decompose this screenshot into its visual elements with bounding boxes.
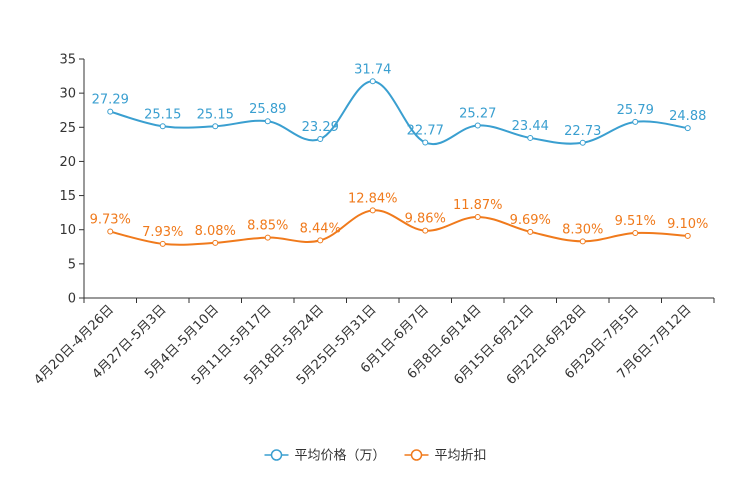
- legend[interactable]: 平均价格（万） 平均折扣: [264, 448, 487, 464]
- series-1-point[interactable]: [264, 118, 271, 125]
- y-axis-ticks: 0 5 10 15 20 25 30 35: [59, 53, 84, 307]
- series-1-data-label: 22.73: [564, 124, 601, 139]
- series-2-data-label: 8.08%: [195, 224, 236, 239]
- series-2-data-label: 12.84%: [348, 191, 398, 206]
- series-2-data-label: 7.93%: [142, 225, 183, 240]
- series-1-point[interactable]: [527, 134, 534, 141]
- y-tick-label: 15: [59, 189, 76, 204]
- series-1-data-label: 25.15: [197, 107, 234, 122]
- series-2-data-label: 9.10%: [667, 217, 708, 232]
- series-2-point[interactable]: [264, 234, 271, 241]
- series-1-data-label: 25.79: [617, 103, 654, 118]
- series-2-data-label: 8.44%: [300, 221, 341, 236]
- y-tick-label: 35: [59, 53, 76, 68]
- series-2-data-label: 8.85%: [247, 219, 288, 234]
- series-1-data-label: 24.88: [669, 109, 706, 124]
- series-1-point[interactable]: [317, 135, 324, 142]
- series-1-data-label: 31.74: [354, 62, 391, 77]
- series-2-data-label: 9.73%: [90, 213, 131, 228]
- series-2-point[interactable]: [422, 227, 429, 234]
- series-2-data-label: 8.30%: [562, 222, 603, 237]
- legend-marker-icon: [270, 449, 283, 461]
- x-axis-ticks: 4月20日-4月26日4月27日-5月3日5月4日-5月10日5月11日-5月1…: [31, 298, 715, 388]
- series-1-point[interactable]: [422, 139, 429, 146]
- series-2-point[interactable]: [212, 239, 219, 246]
- series-1-point[interactable]: [632, 118, 639, 125]
- series-2-data-label: 11.87%: [453, 198, 503, 213]
- y-tick-label: 25: [59, 121, 76, 136]
- series-2-point[interactable]: [632, 230, 639, 237]
- legend-marker-icon: [410, 449, 423, 461]
- series-1-data-label: 25.15: [144, 107, 181, 122]
- series-2-point[interactable]: [527, 228, 534, 235]
- legend-item-2[interactable]: 平均折扣: [404, 449, 487, 464]
- series-1-data-label: 23.44: [512, 119, 549, 134]
- y-tick-label: 5: [68, 257, 76, 272]
- series-2-point[interactable]: [107, 228, 114, 235]
- y-tick-label: 0: [68, 292, 76, 307]
- series-layer: 27.29 25.15 25.15 25.89 23.29 31.74 22.77 25.27…: [90, 62, 708, 247]
- series-1-data-label: 23.29: [302, 120, 339, 135]
- series-1-point[interactable]: [579, 139, 586, 146]
- series-2-point[interactable]: [474, 213, 481, 220]
- series-1-point[interactable]: [212, 123, 219, 130]
- series-1-point[interactable]: [474, 122, 481, 129]
- series-2-point[interactable]: [159, 240, 166, 247]
- series-1-data-label: 25.89: [249, 102, 286, 117]
- series-2-data-label: 9.86%: [405, 212, 446, 227]
- series-1-point[interactable]: [107, 108, 114, 115]
- series-1-point[interactable]: [159, 123, 166, 130]
- series-2-line: [110, 209, 688, 246]
- series-1-data-label: 25.27: [459, 106, 496, 121]
- legend-item-1[interactable]: 平均价格（万）: [264, 448, 386, 464]
- chart-axes: [83, 59, 714, 299]
- legend-label: 平均价格（万）: [295, 448, 386, 464]
- series-1-data-label: 27.29: [92, 93, 129, 108]
- series-2-point[interactable]: [369, 207, 376, 214]
- y-tick-label: 30: [59, 87, 76, 102]
- series-2-point[interactable]: [579, 238, 586, 245]
- series-1-point[interactable]: [369, 78, 376, 85]
- series-1-data-label: 22.77: [407, 124, 444, 139]
- y-tick-label: 10: [59, 223, 76, 238]
- series-1: 27.29 25.15 25.15 25.89 23.29 31.74 22.77 25.27…: [92, 62, 706, 146]
- series-2-point[interactable]: [317, 237, 324, 244]
- series-1-point[interactable]: [684, 125, 691, 132]
- series-2-point[interactable]: [684, 232, 691, 239]
- series-2: 9.73% 7.93% 8.08% 8.85% 8.44% 12.84% 9.86% 11.8…: [90, 191, 708, 247]
- legend-label: 平均折扣: [435, 449, 487, 464]
- series-2-data-label: 9.69%: [510, 213, 551, 228]
- series-2-data-label: 9.51%: [615, 214, 656, 229]
- y-tick-label: 20: [59, 155, 76, 170]
